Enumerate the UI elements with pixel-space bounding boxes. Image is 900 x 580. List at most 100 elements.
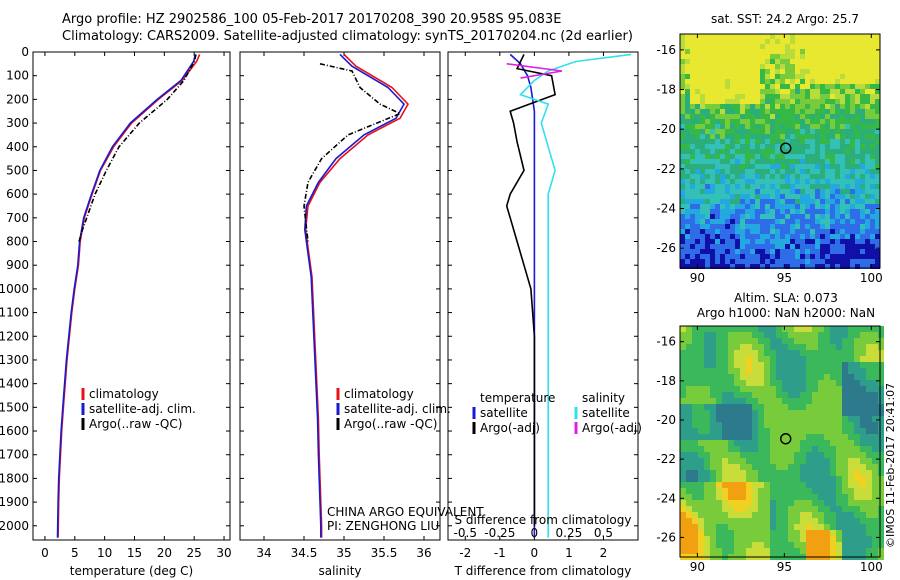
map-cell — [705, 64, 710, 69]
map-cell — [842, 326, 848, 332]
map-cell — [704, 326, 710, 332]
map-cell — [765, 229, 770, 234]
x-axis-label: temperature (deg C) — [70, 564, 193, 578]
map-cell — [680, 374, 686, 380]
map-cell — [728, 488, 734, 494]
map-cell — [785, 169, 790, 174]
map-cell — [760, 104, 765, 109]
map-cell — [824, 536, 830, 542]
map-cell — [806, 374, 812, 380]
map-cell — [765, 254, 770, 259]
map-cell — [835, 229, 840, 234]
map-cell — [755, 244, 760, 249]
map-cell — [735, 84, 740, 89]
map-cell — [740, 174, 745, 179]
map-cell — [745, 79, 750, 84]
map-cell — [720, 114, 725, 119]
map-cell — [825, 129, 830, 134]
map-cell — [680, 159, 685, 164]
map-cell — [790, 209, 795, 214]
map-cell — [680, 249, 685, 254]
map-cell — [780, 49, 785, 54]
map-cell — [680, 89, 685, 94]
map-cell — [842, 422, 848, 428]
map-cell — [690, 234, 695, 239]
map-cell — [865, 169, 870, 174]
x-tick-label-top: 0 — [531, 526, 539, 540]
map-cell — [790, 124, 795, 129]
map-cell — [794, 530, 800, 536]
map-cell — [715, 164, 720, 169]
map-cell — [680, 332, 686, 338]
map-cell — [815, 234, 820, 239]
map-cell — [842, 476, 848, 482]
map-cell — [770, 410, 776, 416]
map-cell — [800, 386, 806, 392]
map-cell — [855, 154, 860, 159]
series-line-argo-raw-qc- — [303, 63, 402, 242]
map-cell — [840, 189, 845, 194]
map-cell — [692, 482, 698, 488]
map-cell — [818, 488, 824, 494]
map-cell — [755, 79, 760, 84]
map-cell — [788, 464, 794, 470]
map-cell — [680, 458, 686, 464]
map-cell — [728, 530, 734, 536]
x-tick-label: 100 — [860, 560, 883, 574]
map-cell — [752, 536, 758, 542]
map-cell — [875, 44, 880, 49]
map-cell — [836, 524, 842, 530]
map-cell — [692, 422, 698, 428]
map-cell — [788, 530, 794, 536]
map-cell — [835, 179, 840, 184]
map-cell — [842, 350, 848, 356]
map-cell — [740, 249, 745, 254]
map-cell — [806, 362, 812, 368]
map-cell — [800, 440, 806, 446]
map-cell — [830, 264, 835, 269]
map-cell — [695, 224, 700, 229]
map-cell — [695, 204, 700, 209]
map-cell — [806, 512, 812, 518]
map-cell — [878, 470, 884, 476]
map-cell — [770, 350, 776, 356]
map-cell — [764, 440, 770, 446]
map-cell — [865, 149, 870, 154]
map-cell — [746, 344, 752, 350]
map-cell — [722, 422, 728, 428]
map-cell — [850, 54, 855, 59]
map-cell — [830, 398, 836, 404]
map-cell — [872, 476, 878, 482]
map-cell — [810, 129, 815, 134]
map-cell — [715, 214, 720, 219]
map-cell — [776, 464, 782, 470]
map-cell — [870, 209, 875, 214]
map-cell — [825, 219, 830, 224]
map-cell — [746, 362, 752, 368]
map-cell — [776, 440, 782, 446]
map-cell — [820, 114, 825, 119]
map-cell — [870, 109, 875, 114]
map-cell — [806, 344, 812, 350]
map-cell — [760, 184, 765, 189]
map-cell — [810, 149, 815, 154]
map-cell — [764, 464, 770, 470]
map-cell — [812, 452, 818, 458]
map-cell — [836, 518, 842, 524]
map-cell — [875, 239, 880, 244]
map-cell — [750, 264, 755, 269]
map-cell — [725, 44, 730, 49]
map-cell — [870, 69, 875, 74]
map-cell — [866, 482, 872, 488]
map-cell — [680, 149, 685, 154]
map-cell — [825, 174, 830, 179]
map-cell — [790, 174, 795, 179]
map-cell — [815, 244, 820, 249]
map-cell — [775, 134, 780, 139]
map-cell — [820, 154, 825, 159]
map-cell — [750, 84, 755, 89]
map-cell — [728, 464, 734, 470]
map-cell — [790, 264, 795, 269]
map-cell — [850, 229, 855, 234]
map-cell — [830, 404, 836, 410]
